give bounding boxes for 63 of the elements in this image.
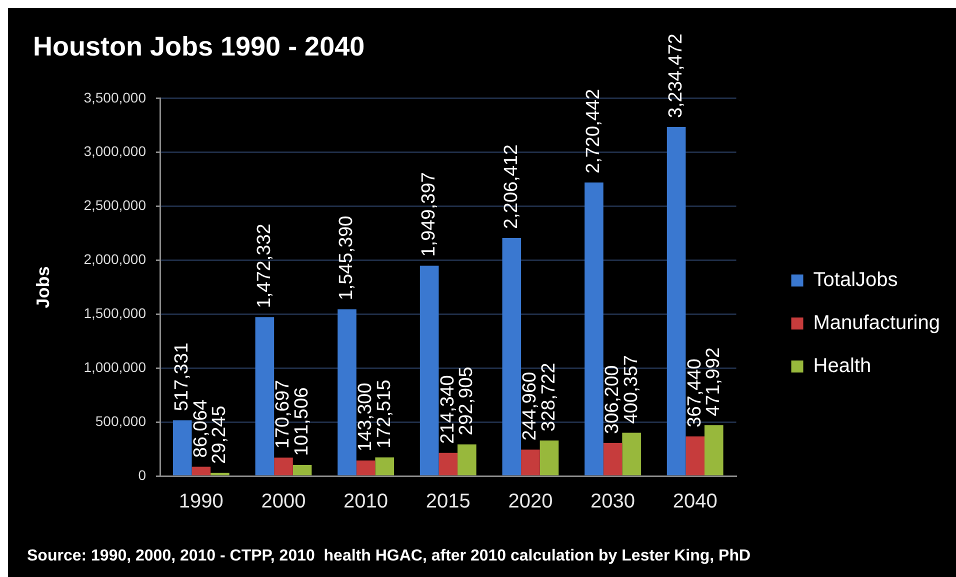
data-label: 244,960: [520, 372, 541, 441]
bar: [603, 442, 622, 476]
data-label: 3,234,472: [666, 34, 687, 118]
y-axis-title: Jobs: [32, 266, 53, 308]
data-label: 86,064: [190, 399, 212, 458]
data-label: 471,992: [703, 347, 724, 416]
x-tick-label: 2020: [508, 490, 553, 513]
bar: [584, 182, 604, 476]
y-tick-label: 3,500,000: [84, 89, 146, 106]
data-label: 170,697: [272, 380, 294, 449]
bar: [540, 440, 559, 476]
data-label: 214,340: [437, 375, 458, 444]
bar: [704, 425, 724, 476]
legend-label: TotalJobs: [813, 269, 898, 292]
x-tick-label: 2015: [426, 490, 470, 513]
x-tick-label: 1990: [178, 490, 224, 513]
bar: [255, 317, 274, 476]
source-note: Source: 1990, 2000, 2010 - CTPP, 2010 health HGAC, after 2010 calculation by Lester King, PhD: [27, 547, 751, 564]
bar: [521, 450, 540, 476]
data-label: 2,720,442: [583, 88, 604, 174]
legend-label: Health: [813, 355, 872, 378]
data-label: 400,357: [620, 355, 642, 424]
bar: [622, 432, 641, 476]
data-label: 1,545,390: [336, 216, 358, 300]
data-label: 1,949,397: [418, 172, 440, 257]
data-label: 306,200: [602, 365, 624, 434]
bar: [172, 420, 192, 476]
bar: [375, 457, 394, 476]
bar: [192, 466, 211, 476]
data-label: 328,722: [538, 362, 560, 432]
bar: [210, 472, 230, 476]
data-label: 143,300: [355, 382, 376, 452]
data-label: 29,245: [209, 406, 230, 464]
x-tick-label: 2030: [590, 490, 636, 513]
bar: [274, 458, 293, 476]
bar: [502, 238, 522, 476]
data-label: 101,506: [292, 387, 313, 456]
y-tick-label: 3,000,000: [84, 143, 146, 160]
data-label: 292,905: [456, 366, 478, 436]
y-tick-label: 2,500,000: [84, 197, 146, 214]
data-label: 517,331: [172, 342, 193, 412]
x-tick-label: 2010: [344, 490, 388, 513]
y-tick-label: 0: [138, 466, 146, 483]
bar: [292, 465, 312, 476]
y-tick-label: 2,000,000: [84, 251, 146, 268]
bar: [356, 460, 376, 476]
legend-label: Manufacturing: [813, 312, 940, 334]
data-label: 2,206,412: [500, 144, 522, 229]
x-tick-label: 2040: [672, 490, 718, 513]
bar: [686, 436, 704, 476]
x-tick-label: 2000: [261, 490, 306, 513]
bar: [338, 309, 356, 476]
data-label: 172,515: [374, 380, 395, 448]
bar: [420, 266, 439, 476]
bar: [438, 452, 458, 476]
chart-title: Houston Jobs 1990 - 2040: [33, 32, 365, 62]
bar: [458, 444, 476, 476]
y-tick-label: 1,500,000: [84, 305, 146, 322]
data-label: 1,472,332: [254, 224, 275, 308]
data-label: 367,440: [684, 358, 706, 428]
bar: [666, 127, 686, 476]
y-tick-label: 1,000,000: [84, 358, 146, 375]
y-tick-label: 500,000: [95, 412, 146, 429]
